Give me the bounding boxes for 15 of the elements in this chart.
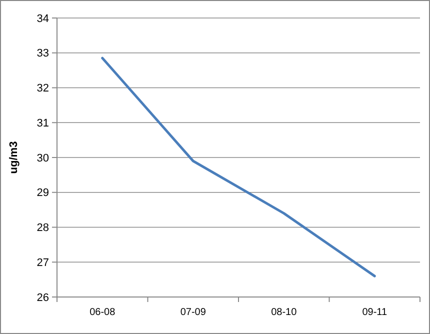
y-tick-label: 26: [36, 292, 49, 304]
y-tick-label: 34: [36, 12, 49, 25]
y-axis-title: ug/m3: [8, 141, 20, 174]
line-series: [101, 56, 376, 278]
y-tick-label: 32: [36, 82, 49, 95]
x-tick-label: 09-11: [362, 307, 388, 318]
y-tick-label: 30: [36, 152, 49, 164]
y-tick-label: 27: [36, 256, 49, 269]
x-tick-label: 06-08: [90, 307, 116, 318]
x-tick-label: 08-10: [271, 307, 298, 318]
x-tick-label: 07-09: [180, 307, 206, 318]
y-tick-label: 29: [36, 187, 49, 200]
y-tick-label: 31: [36, 117, 49, 130]
y-tick-label: 28: [36, 222, 49, 234]
y-tick-label: 33: [36, 48, 49, 60]
